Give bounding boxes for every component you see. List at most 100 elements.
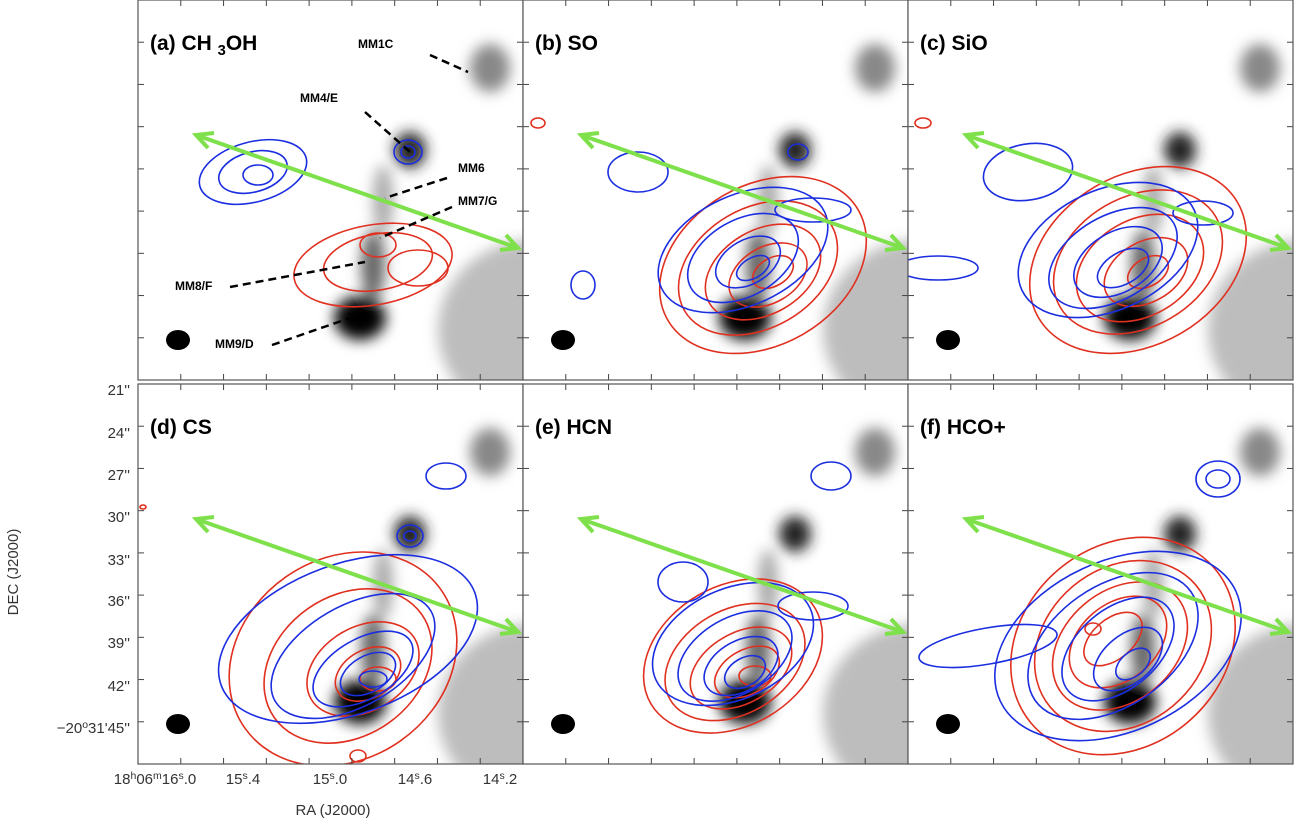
red-contour [359, 232, 397, 258]
map [530, 44, 908, 380]
dec-tick-label: 30'' [108, 509, 131, 526]
ra-axis-title: RA (J2000) [295, 802, 370, 819]
outflow-arrow [580, 517, 904, 634]
dec-tick-label: 42'' [108, 678, 131, 695]
red-contour [914, 117, 932, 129]
blue-contour [425, 462, 467, 490]
dec-tick-label: 33'' [108, 552, 131, 569]
blue-contour [339, 651, 397, 697]
map [918, 428, 1293, 764]
intensity-blob [1208, 240, 1293, 380]
map [166, 44, 523, 380]
ra-tick-label: 14s.2 [483, 770, 517, 788]
text-part: .4 [248, 771, 261, 788]
outflow-arrow [580, 133, 904, 250]
text-part: 16 [162, 771, 179, 788]
intensity-blob [361, 230, 385, 300]
intensity-blob [1131, 230, 1155, 300]
intensity-blob [438, 624, 523, 764]
outflow-arrow [195, 517, 519, 634]
red-contour [293, 222, 453, 308]
text-part: .0 [184, 771, 197, 788]
intensity [1104, 44, 1293, 380]
blue-contour [1061, 596, 1175, 702]
panel: (d) CS [137, 383, 524, 765]
intensity-blob [1240, 44, 1280, 92]
beam [551, 330, 575, 350]
intensity-blob [855, 44, 895, 92]
text-part: (a) CH [150, 32, 218, 55]
text-part: .6 [420, 771, 433, 788]
red-contour [677, 200, 839, 336]
intensity-blob [823, 240, 908, 380]
dec-tick-label: 27'' [108, 467, 131, 484]
ra-tick-label: 14s.6 [398, 770, 432, 788]
blue-contour [1096, 247, 1150, 289]
text-part: 14 [398, 771, 415, 788]
intensity-blob [823, 624, 908, 764]
red-contour [228, 551, 458, 764]
blue-contour [714, 235, 782, 289]
map [139, 428, 523, 764]
red-contour [530, 117, 546, 129]
intensity-blob [334, 296, 386, 340]
red-contour [334, 646, 402, 702]
intensity-blob [1104, 296, 1156, 340]
text-part: 18 [114, 771, 131, 788]
text-part: s [329, 770, 334, 782]
arrow-head [191, 515, 215, 534]
blue-contour [703, 635, 779, 697]
red-contour [704, 223, 822, 321]
red-contour [263, 588, 433, 744]
text-part: o [82, 719, 88, 731]
beam [936, 330, 960, 350]
annotation: MM9/D [215, 337, 254, 351]
blue-contour [982, 142, 1074, 202]
annotation: MM4/E [300, 91, 338, 105]
ra-tick-label: 15s.0 [313, 770, 347, 788]
text-part: 15 [226, 771, 243, 788]
arrow-head [961, 515, 985, 534]
dec-tick-label: 36'' [108, 593, 131, 610]
text-part: OH [226, 32, 258, 55]
blue-contour [403, 530, 417, 542]
text-part: s [178, 770, 183, 782]
annotation-line [229, 260, 366, 289]
panel: (e) HCN [522, 383, 909, 765]
dec-tick-label: 24'' [108, 425, 131, 442]
red-contour [658, 175, 868, 355]
text-part: .2 [505, 771, 518, 788]
arrow-head [884, 233, 908, 252]
arrow-head [961, 131, 985, 150]
red-contour [349, 749, 367, 763]
dec-tick-label: 21'' [108, 382, 131, 399]
blue-contour [1073, 225, 1163, 299]
red-contour [1010, 536, 1236, 756]
blue-contour [735, 254, 771, 282]
annotation: MM6 [458, 161, 485, 175]
panel-title: (e) HCN [535, 416, 612, 439]
blue-contour [1027, 571, 1199, 721]
annotation-line [271, 316, 351, 347]
intensity-blob [1240, 428, 1280, 476]
red-contour [1033, 559, 1213, 733]
panel: (c) SiO [907, 0, 1294, 381]
panel-title: (d) CS [150, 416, 212, 439]
red-contour [642, 578, 824, 734]
text-part: 14 [483, 771, 500, 788]
intensity-blob [438, 240, 523, 380]
red-contour [1028, 165, 1248, 355]
arrow-head [191, 131, 215, 150]
map [908, 44, 1293, 380]
intensity [719, 428, 908, 764]
text-part: 06 [136, 771, 153, 788]
blue-contour [1092, 626, 1164, 692]
panel-title: (b) SO [535, 32, 598, 55]
intensity-blob [1164, 132, 1196, 168]
intensity-blob [470, 44, 510, 92]
dec-axis-title: DEC (J2000) [5, 529, 22, 616]
blue-contour [607, 151, 669, 193]
blue-contour [1017, 181, 1199, 319]
blue-contour [312, 630, 414, 708]
blue-contour [1195, 460, 1241, 498]
